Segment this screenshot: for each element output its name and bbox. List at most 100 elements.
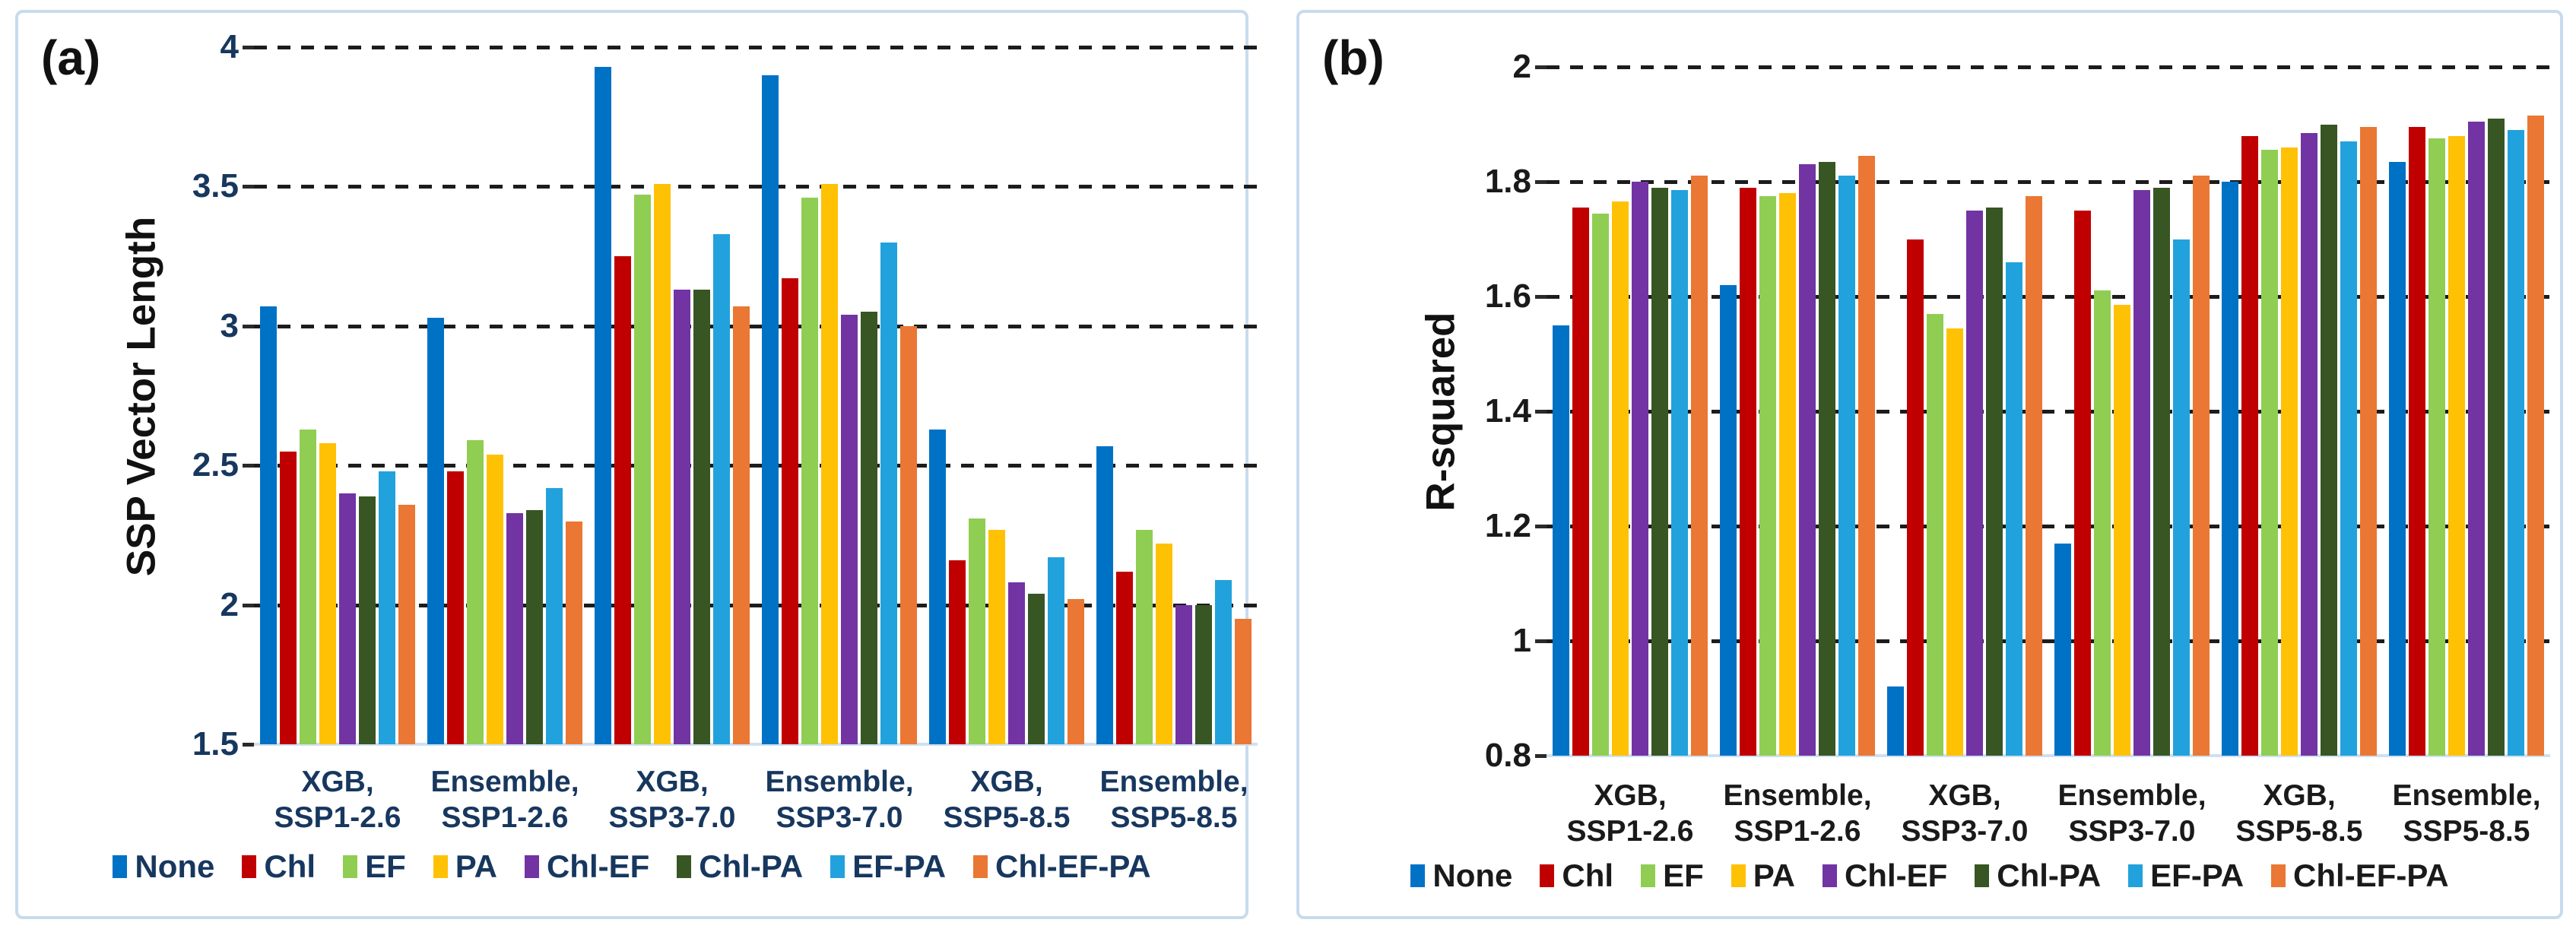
bar-group-xgb-ssp5-8-5 <box>923 429 1090 744</box>
bar-chl-pa-ensemble-ssp1-2-6 <box>1819 161 1835 756</box>
bar-chl-ef-ensemble-ssp1-2-6 <box>506 512 523 744</box>
legend-label-chl: Chl <box>1562 858 1614 893</box>
legend-swatch-chl <box>242 855 257 878</box>
bar-chl-ef-pa-ensemble-ssp5-8-5 <box>2527 116 2544 756</box>
bar-chl-pa-xgb-ssp3-7-0 <box>1986 207 2003 756</box>
x-category-label-xgb-ssp5-8-5: XGB, SSP5-8.5 <box>943 766 1071 834</box>
bar-none-ensemble-ssp1-2-6 <box>1720 284 1737 756</box>
y-tick-label-3: 3 <box>220 306 239 344</box>
bar-pa-xgb-ssp3-7-0 <box>654 183 671 744</box>
bar-chl-pa-xgb-ssp5-8-5 <box>1028 593 1045 744</box>
bar-chl-ef-pa-xgb-ssp1-2-6 <box>398 504 415 744</box>
panel-a-label: (a) <box>41 30 101 85</box>
bar-chl-ensemble-ssp3-7-0 <box>2074 210 2091 756</box>
legend-label-none: None <box>1432 858 1513 893</box>
bar-chl-pa-ensemble-ssp1-2-6 <box>526 509 543 744</box>
plot-area-a: 4 3.5 3 2.5 2 1.5 <box>192 30 1258 761</box>
bar-ef-pa-ensemble-ssp3-7-0 <box>2173 239 2190 756</box>
bar-pa-ensemble-ssp5-8-5 <box>2448 135 2465 756</box>
legend-item-pa: PA <box>433 851 497 883</box>
bar-group-xgb-ssp1-2-6 <box>1547 176 1714 756</box>
bar-group-ensemble-ssp1-2-6 <box>421 317 588 744</box>
bar-none-xgb-ssp1-2-6 <box>260 306 277 744</box>
bar-chl-ef-ensemble-ssp3-7-0 <box>841 315 858 744</box>
y-tick-mark-0.8 <box>1535 754 1547 758</box>
bar-chl-ef-pa-ensemble-ssp3-7-0 <box>2193 176 2210 756</box>
bar-group-ensemble-ssp3-7-0 <box>2048 176 2216 756</box>
y-tick-mark-4 <box>243 46 254 49</box>
bar-chl-ensemble-ssp1-2-6 <box>1740 187 1756 756</box>
gridline-y-1.6 <box>1547 295 2550 299</box>
legend-swatch-pa <box>433 855 448 878</box>
bar-none-xgb-ssp5-8-5 <box>2222 182 2238 756</box>
panel-b: (b) R-squared 2 1.8 1.6 1.4 1.2 1 0.8 None Chl E… <box>1296 10 2563 919</box>
bar-ef-xgb-ssp1-2-6 <box>300 429 316 744</box>
bar-chl-ef-pa-xgb-ssp3-7-0 <box>733 306 750 744</box>
y-tick-mark-1 <box>1535 639 1547 643</box>
legend-swatch-ef-pa <box>830 855 845 878</box>
y-tick-mark-2 <box>1535 65 1547 69</box>
x-axis-line <box>254 743 1258 746</box>
bar-ef-ensemble-ssp1-2-6 <box>467 440 484 744</box>
bar-chl-xgb-ssp5-8-5 <box>2241 135 2258 756</box>
bar-pa-ensemble-ssp1-2-6 <box>487 454 503 744</box>
bar-chl-ef-pa-xgb-ssp5-8-5 <box>1068 599 1084 744</box>
bar-ef-xgb-ssp3-7-0 <box>634 195 651 744</box>
legend-swatch-chl-pa <box>1975 864 1990 887</box>
bar-pa-ensemble-ssp3-7-0 <box>2114 305 2130 756</box>
bar-none-ensemble-ssp3-7-0 <box>762 75 779 744</box>
bar-chl-ef-pa-xgb-ssp1-2-6 <box>1691 176 1708 756</box>
plot-area-b: 2 1.8 1.6 1.4 1.2 1 0.8 <box>1485 50 2550 772</box>
bar-ef-pa-ensemble-ssp5-8-5 <box>1215 579 1232 744</box>
bar-group-xgb-ssp1-2-6 <box>254 306 421 744</box>
gridline-y-1.2 <box>1547 525 2550 528</box>
bar-chl-xgb-ssp3-7-0 <box>614 256 631 744</box>
y-tick-label-1.5: 1.5 <box>192 725 239 763</box>
legend-item-chl: Chl <box>242 851 316 883</box>
gridline-y-2.5 <box>254 464 1258 468</box>
bar-ef-pa-xgb-ssp3-7-0 <box>2006 262 2022 756</box>
bar-ef-xgb-ssp3-7-0 <box>1927 313 1943 756</box>
bar-chl-ef-ensemble-ssp5-8-5 <box>2468 121 2485 756</box>
bar-chl-ef-xgb-ssp1-2-6 <box>1632 182 1648 756</box>
bar-chl-ef-xgb-ssp1-2-6 <box>339 493 356 744</box>
x-category-label-ensemble-ssp3-7-0: Ensemble, SSP3-7.0 <box>2057 779 2206 848</box>
x-category-label-ensemble-ssp5-8-5: Ensemble, SSP5-8.5 <box>1099 766 1248 834</box>
bar-ef-ensemble-ssp3-7-0 <box>801 198 818 744</box>
legend-swatch-chl <box>1540 864 1555 887</box>
legend-item-chl-ef-pa: Chl-EF-PA <box>973 851 1151 883</box>
x-category-label-xgb-ssp3-7-0: XGB, SSP3-7.0 <box>608 766 736 834</box>
y-tick-mark-1.8 <box>1535 180 1547 184</box>
bar-chl-pa-xgb-ssp5-8-5 <box>2321 124 2337 756</box>
bar-chl-ensemble-ssp5-8-5 <box>2409 127 2425 756</box>
legend-item-ef: EF <box>1641 860 1704 892</box>
bar-chl-ef-pa-xgb-ssp3-7-0 <box>2026 195 2042 756</box>
bar-ef-pa-xgb-ssp5-8-5 <box>2340 141 2357 756</box>
x-category-label-ensemble-ssp5-8-5: Ensemble, SSP5-8.5 <box>2392 779 2541 848</box>
bar-group-xgb-ssp3-7-0 <box>588 66 756 744</box>
gridline-y-1 <box>1547 639 2550 643</box>
bar-chl-pa-ensemble-ssp5-8-5 <box>1195 604 1212 744</box>
legend-swatch-chl-ef-pa <box>973 855 988 878</box>
legend-item-none: None <box>113 851 214 883</box>
x-axis-line <box>1547 754 2550 757</box>
bar-none-xgb-ssp3-7-0 <box>1887 686 1904 756</box>
legend-label-pa: PA <box>1753 858 1795 893</box>
legend-item-ef-pa: EF-PA <box>2128 860 2244 892</box>
y-tick-label-1.6: 1.6 <box>1484 277 1531 315</box>
legend-item-ef: EF <box>343 851 406 883</box>
bar-ef-pa-xgb-ssp1-2-6 <box>379 471 395 744</box>
legend-item-chl: Chl <box>1540 860 1613 892</box>
bar-chl-ef-pa-ensemble-ssp3-7-0 <box>900 325 917 744</box>
bar-ef-pa-xgb-ssp5-8-5 <box>1048 557 1064 744</box>
y-tick-label-2.5: 2.5 <box>192 446 239 484</box>
legend-label-ef-pa: EF-PA <box>2150 858 2244 893</box>
panel-b-label: (b) <box>1322 30 1385 85</box>
x-category-label-xgb-ssp3-7-0: XGB, SSP3-7.0 <box>1901 779 2029 848</box>
bar-none-ensemble-ssp1-2-6 <box>427 317 444 744</box>
bar-chl-pa-xgb-ssp1-2-6 <box>359 496 376 744</box>
bar-ef-pa-ensemble-ssp1-2-6 <box>546 487 563 744</box>
bar-ef-ensemble-ssp5-8-5 <box>2428 138 2445 756</box>
bar-chl-xgb-ssp5-8-5 <box>949 560 966 744</box>
